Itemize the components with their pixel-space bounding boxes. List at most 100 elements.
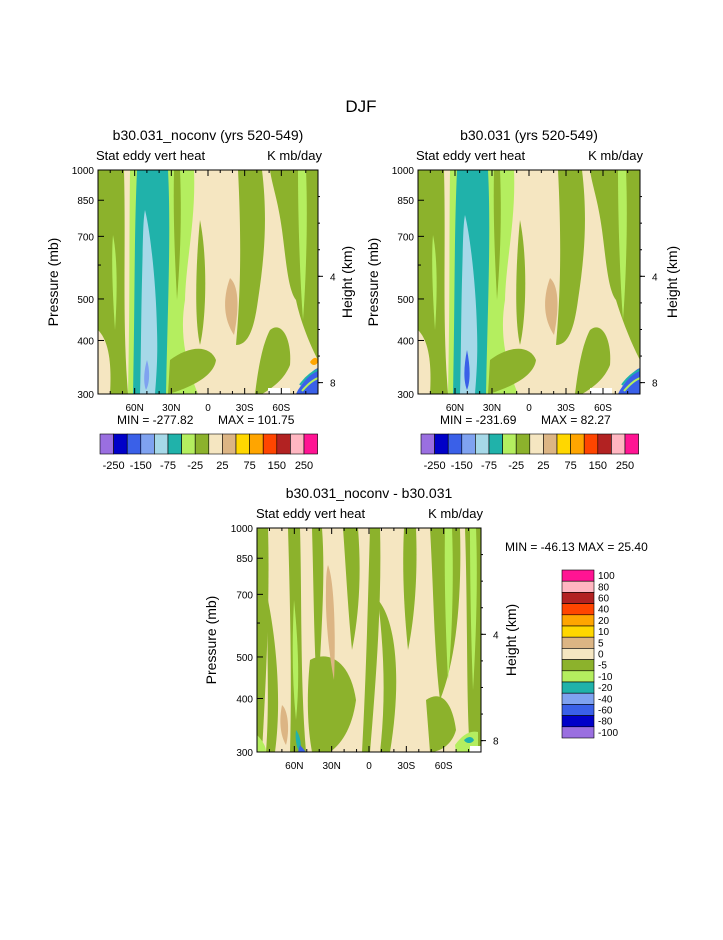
colorbar-swatch — [222, 433, 237, 455]
contour-field — [257, 528, 481, 752]
colorbar-swatch — [561, 625, 595, 638]
colorbar-swatch — [461, 433, 476, 455]
colorbar-swatch — [561, 704, 595, 716]
colorbar-swatch — [113, 433, 128, 455]
y-tick-label: 1000 — [72, 166, 95, 177]
colorbar-label: -75 — [481, 460, 497, 472]
x-tick-label: 60N — [285, 761, 303, 772]
y-axis-label: Pressure (mb) — [45, 238, 61, 327]
colorbar-swatch — [181, 433, 196, 455]
x-tick-label: 30S — [397, 761, 415, 772]
colorbar-label: 100 — [598, 571, 615, 582]
max-label: MAX = 82.27 — [541, 413, 611, 427]
colorbar-label: -25 — [508, 460, 524, 472]
colorbar-swatch — [561, 603, 595, 616]
colorbar-swatch — [561, 580, 595, 593]
colorbar-swatch — [561, 681, 595, 694]
x-tick-label: 30N — [162, 403, 180, 414]
colorbar-swatch — [597, 433, 612, 455]
y-axis-right-label: Height (km) — [503, 604, 519, 676]
colorbar-label: 60 — [598, 594, 610, 605]
y-tick-label: 700 — [236, 590, 253, 601]
colorbar-swatch — [561, 592, 595, 604]
y-axis-right-label: Height (km) — [339, 246, 355, 318]
colorbar-swatch — [561, 670, 595, 683]
colorbar-label: 75 — [564, 460, 576, 472]
colorbar-label: 25 — [216, 460, 228, 472]
colorbar-swatch — [561, 648, 595, 660]
colorbar-label: 250 — [616, 460, 634, 472]
colorbar-label: 5 — [598, 638, 604, 649]
colorbar-label: -100 — [598, 728, 618, 739]
y-tick-label: 400 — [77, 336, 94, 347]
min-label: MIN = -231.69 — [440, 413, 517, 427]
contour-field — [98, 170, 318, 394]
colorbar-swatch — [447, 433, 463, 455]
colorbar-label: -150 — [130, 460, 152, 472]
colorbar-label: -80 — [598, 717, 613, 728]
panel-control: b30.031 (yrs 520-549) Stat eddy vert hea… — [365, 127, 680, 472]
colorbar-swatch — [99, 433, 114, 455]
axes-b: 60N 30N 0 30S 60S 300 400 500 700 850 1000 8 4 — [392, 166, 658, 414]
y-right-tick-label: 8 — [493, 737, 499, 748]
colorbar-swatch — [556, 433, 571, 455]
colorbar-label: 25 — [537, 460, 549, 472]
y-right-tick-label: 8 — [652, 379, 658, 390]
colorbar-label: 20 — [598, 616, 610, 627]
colorbar-swatch — [570, 433, 585, 455]
colorbar-swatch — [208, 433, 223, 455]
colorbar-swatch — [475, 433, 490, 455]
colorbar-label: -40 — [598, 694, 613, 705]
contour-field — [418, 170, 640, 394]
colorbar-swatch — [488, 433, 503, 455]
y-tick-label: 1000 — [231, 524, 254, 535]
axes-c: 60N 30N 0 30S 60S 300 400 500 700 850 1000 8 4 — [231, 524, 499, 772]
x-tick-label: 60N — [446, 403, 464, 414]
panel-title: b30.031_noconv (yrs 520-549) — [113, 127, 304, 143]
colorbar-swatch — [543, 433, 558, 455]
colorbar-swatch — [167, 433, 182, 455]
colorbar-b: -250 -150 -75 -25 25 75 150 250 — [420, 433, 639, 472]
colorbar-label: -75 — [160, 460, 176, 472]
colorbar-label: 150 — [268, 460, 286, 472]
colorbar-label: -25 — [187, 460, 203, 472]
colorbar-label: -150 — [451, 460, 473, 472]
colorbar-swatch — [126, 433, 142, 455]
colorbar-swatch — [434, 433, 449, 455]
colorbar-swatch — [583, 433, 599, 455]
y-tick-label: 1000 — [392, 166, 415, 177]
colorbar-swatch — [235, 433, 250, 455]
colorbar-label: 250 — [295, 460, 313, 472]
colorbar-swatch — [561, 636, 595, 649]
colorbar-swatch — [624, 433, 639, 455]
min-label: MIN = -277.82 — [117, 413, 194, 427]
y-tick-label: 400 — [397, 336, 414, 347]
colorbar-swatch — [154, 433, 169, 455]
y-axis-right-label: Height (km) — [664, 246, 680, 318]
panel-title: b30.031 (yrs 520-549) — [460, 127, 598, 143]
colorbar-label: 150 — [589, 460, 607, 472]
y-tick-label: 700 — [397, 232, 414, 243]
x-tick-label: 60S — [435, 761, 453, 772]
y-tick-label: 400 — [236, 694, 253, 705]
colorbar-swatch — [561, 726, 595, 739]
panel-subtitle-right: K mb/day — [267, 148, 322, 163]
colorbar-swatch — [529, 433, 544, 455]
page-title: DJF — [345, 97, 376, 116]
colorbar-swatch — [194, 433, 210, 455]
y-right-tick-label: 4 — [493, 630, 499, 641]
colorbar-label: -250 — [424, 460, 446, 472]
colorbar-label: 10 — [598, 627, 610, 638]
panel-difference: b30.031_noconv - b30.031 Stat eddy vert … — [203, 485, 648, 772]
x-tick-label: 60S — [594, 403, 612, 414]
panel-subtitle-left: Stat eddy vert heat — [96, 148, 206, 163]
colorbar-swatch — [276, 433, 291, 455]
panel-subtitle-right: K mb/day — [588, 148, 643, 163]
y-tick-label: 300 — [236, 748, 253, 759]
colorbar-label: -250 — [103, 460, 125, 472]
y-tick-label: 850 — [77, 196, 94, 207]
colorbar-swatch — [502, 433, 517, 455]
colorbar-label: 80 — [598, 582, 610, 593]
